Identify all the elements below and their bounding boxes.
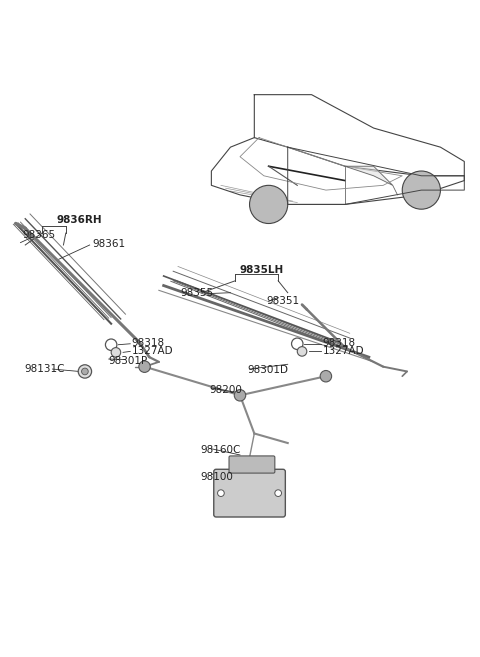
Circle shape — [139, 361, 150, 373]
Circle shape — [78, 365, 92, 378]
Circle shape — [217, 490, 224, 497]
Text: 98200: 98200 — [209, 384, 242, 395]
Text: 98351: 98351 — [266, 296, 300, 306]
Circle shape — [297, 347, 307, 356]
Text: 98355: 98355 — [180, 288, 214, 298]
Circle shape — [234, 390, 246, 401]
Text: 98318: 98318 — [132, 338, 165, 348]
Text: 1327AD: 1327AD — [323, 346, 364, 356]
Circle shape — [320, 371, 332, 382]
Text: 98301P: 98301P — [109, 356, 148, 366]
Circle shape — [250, 185, 288, 223]
Text: 98131C: 98131C — [24, 364, 65, 374]
Polygon shape — [345, 166, 393, 185]
Text: 98318: 98318 — [323, 338, 356, 348]
Circle shape — [402, 171, 441, 209]
Text: 9835LH: 9835LH — [240, 265, 284, 275]
Circle shape — [111, 348, 120, 357]
Text: 98100: 98100 — [201, 472, 234, 482]
Text: 98301D: 98301D — [247, 365, 288, 375]
Text: 1327AD: 1327AD — [132, 346, 173, 356]
FancyBboxPatch shape — [214, 469, 285, 517]
Circle shape — [106, 339, 117, 350]
Circle shape — [82, 368, 88, 374]
Circle shape — [275, 490, 281, 497]
Text: 98160C: 98160C — [201, 445, 241, 455]
FancyBboxPatch shape — [229, 456, 275, 473]
Circle shape — [291, 338, 303, 350]
Text: 98365: 98365 — [23, 231, 56, 240]
Text: 98361: 98361 — [92, 238, 125, 248]
Text: 9836RH: 9836RH — [56, 215, 102, 225]
